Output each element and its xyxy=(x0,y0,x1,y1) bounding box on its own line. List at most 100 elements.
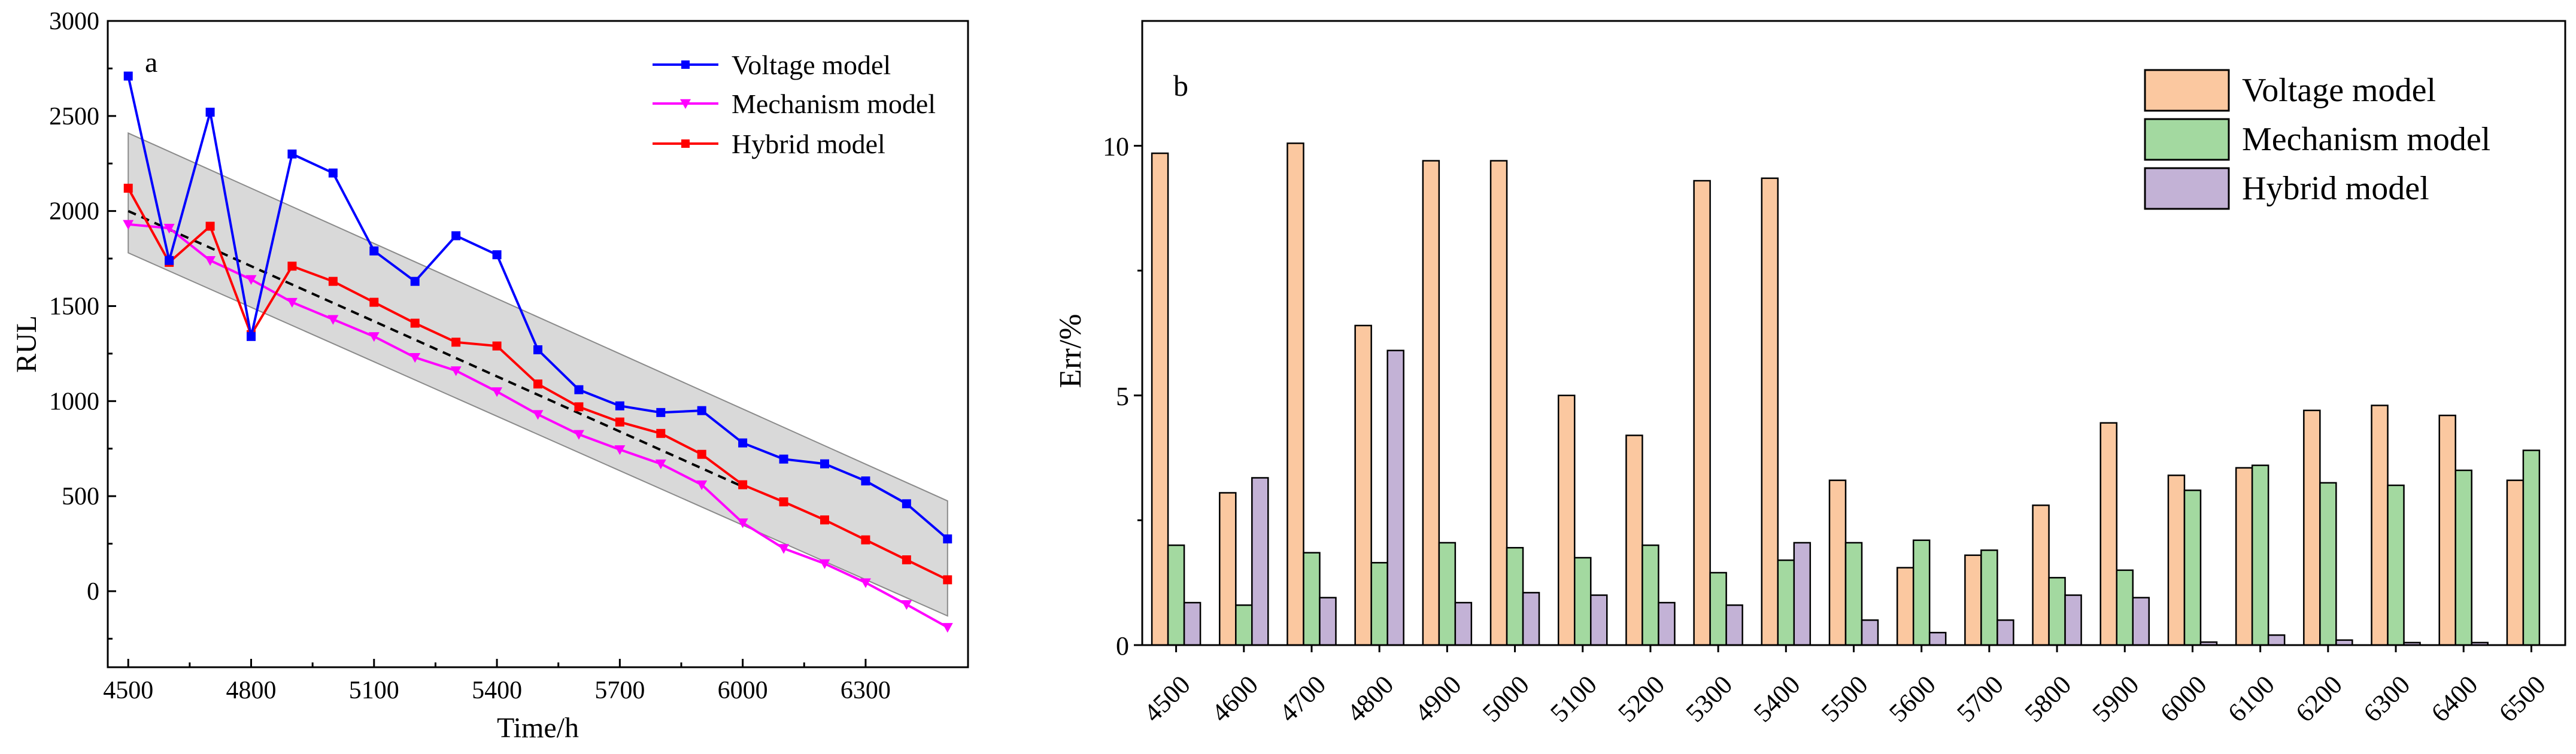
bar xyxy=(2183,490,2202,646)
bar xyxy=(1725,604,1743,646)
x-tick-label: 6000 xyxy=(718,677,768,704)
x-tick-label: 5400 xyxy=(472,677,522,704)
legend: Voltage model Mechanism model Hybrid mod… xyxy=(2144,69,2490,210)
bar xyxy=(1386,349,1404,646)
data-point xyxy=(942,623,953,633)
data-point xyxy=(615,401,624,411)
data-point xyxy=(245,275,257,285)
data-point xyxy=(409,353,421,363)
bar xyxy=(1844,542,1863,646)
y-tick-label: 0 xyxy=(87,578,99,606)
data-point xyxy=(779,454,788,464)
series-voltage-model xyxy=(123,71,952,544)
x-tick-label: 6300 xyxy=(2357,670,2416,728)
bar xyxy=(1928,631,1947,646)
data-point xyxy=(451,338,461,347)
x-tick-label: 5100 xyxy=(349,677,399,704)
bar xyxy=(2132,597,2150,646)
plot-frame xyxy=(107,20,969,668)
data-point xyxy=(532,410,544,420)
x-tick-label: 5900 xyxy=(2087,670,2145,728)
panel-a-line-chart: 4500 4800 5100 5400 5700 6000 6300 0 500 1000 1500… xyxy=(11,8,969,744)
data-point xyxy=(369,246,379,256)
panel-b-bar-chart: 4500 4600 4700 4800 4900 5000 5100 5200 5300 5400… xyxy=(1054,20,2566,728)
legend-label: Hybrid model xyxy=(732,129,885,159)
bar xyxy=(2235,467,2253,646)
bar xyxy=(1693,180,1711,646)
bar xyxy=(1287,142,1304,646)
bar xyxy=(1964,554,1982,646)
axis-ticks: 4500 4800 5100 5400 5700 6000 6300 0 500 1000 1500… xyxy=(49,8,891,704)
x-tick-label: 4800 xyxy=(226,677,277,704)
data-point xyxy=(287,262,297,271)
y-tick-label: 1500 xyxy=(49,293,99,320)
bar xyxy=(1454,601,1473,646)
legend-item-mechanism: Mechanism model xyxy=(653,89,936,119)
bar xyxy=(2167,475,2186,646)
bar xyxy=(2099,422,2118,646)
data-point xyxy=(738,438,748,448)
bar xyxy=(2251,464,2269,646)
bar xyxy=(1912,539,1931,646)
data-point xyxy=(491,387,503,397)
data-point xyxy=(287,149,297,159)
data-point xyxy=(247,332,256,341)
data-point xyxy=(902,499,911,509)
bar xyxy=(1219,492,1237,646)
x-tick-label: 5800 xyxy=(2019,670,2077,728)
y-tick-label: 2000 xyxy=(49,198,99,226)
bar xyxy=(1625,434,1643,646)
bar xyxy=(2371,405,2389,646)
data-point xyxy=(369,297,379,307)
y-tick-label: 500 xyxy=(62,483,99,510)
data-point xyxy=(410,318,420,328)
data-point xyxy=(327,315,339,325)
data-point xyxy=(328,276,338,286)
bar xyxy=(2319,482,2337,646)
x-tick-label: 6000 xyxy=(2155,670,2213,728)
data-point xyxy=(943,534,952,544)
x-tick-label: 5600 xyxy=(1883,670,1941,728)
x-tick-label: 6200 xyxy=(2290,670,2348,728)
data-point xyxy=(655,459,666,470)
x-tick-label: 4700 xyxy=(1273,670,1331,728)
bar xyxy=(2506,479,2525,646)
data-point xyxy=(205,256,216,266)
legend-item-hybrid: Hybrid model xyxy=(2144,167,2429,210)
data-point xyxy=(819,559,830,569)
bar xyxy=(1793,542,1812,646)
data-point xyxy=(820,459,829,469)
data-point xyxy=(779,497,788,507)
confidence-band-area xyxy=(128,132,948,617)
bar xyxy=(1370,562,1388,646)
x-tick-label: 6400 xyxy=(2426,670,2484,728)
bar xyxy=(1235,604,1253,646)
legend-label: Hybrid model xyxy=(2242,170,2429,207)
bar xyxy=(1997,619,2014,646)
x-tick-label: 4500 xyxy=(103,677,153,704)
bar xyxy=(2454,469,2472,646)
bar xyxy=(1151,152,1169,646)
data-point xyxy=(656,428,666,438)
data-point xyxy=(861,535,870,545)
data-point xyxy=(861,476,870,486)
bar xyxy=(1557,394,1576,646)
legend-label: Mechanism model xyxy=(2242,121,2490,158)
bar xyxy=(1506,547,1524,646)
legend-label: Mechanism model xyxy=(732,89,936,119)
x-tick-label: 4600 xyxy=(1206,670,1264,728)
bar xyxy=(2032,504,2050,646)
y-tick-label: 0 xyxy=(1116,631,1129,661)
data-point xyxy=(697,449,706,459)
x-tick-label: 5000 xyxy=(1477,670,1535,728)
x-tick-label: 5700 xyxy=(1951,670,2009,728)
bar xyxy=(2116,569,2134,646)
legend-item-voltage: Voltage model xyxy=(2144,69,2436,112)
data-point xyxy=(286,297,298,308)
bar xyxy=(1761,177,1779,646)
bar xyxy=(1319,597,1337,646)
data-point xyxy=(737,518,748,528)
bar xyxy=(1489,160,1508,646)
data-point xyxy=(205,107,215,117)
bar xyxy=(1589,594,1608,646)
